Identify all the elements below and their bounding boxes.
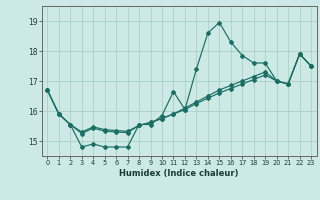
X-axis label: Humidex (Indice chaleur): Humidex (Indice chaleur): [119, 169, 239, 178]
